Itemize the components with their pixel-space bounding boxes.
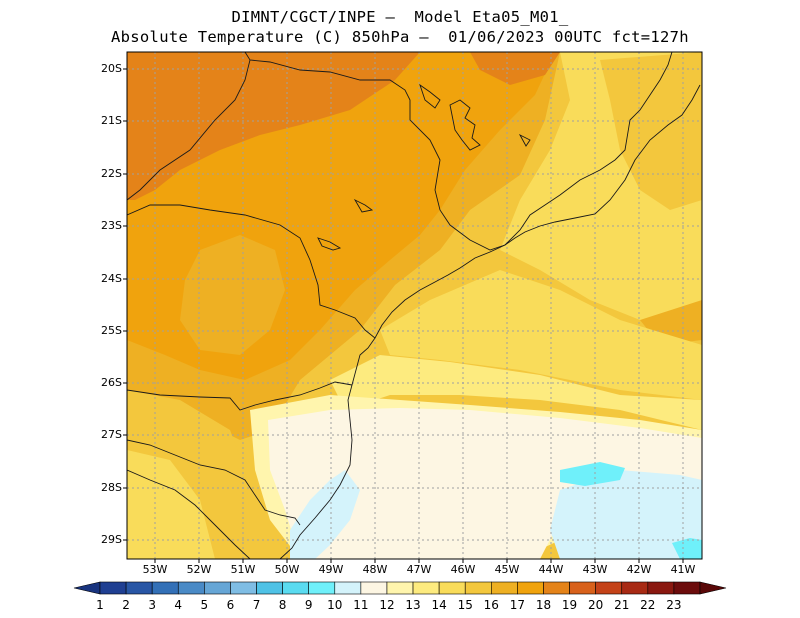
colorbar-label: 7 <box>252 598 261 612</box>
colorbar-label: 5 <box>200 598 209 612</box>
colorbar-swatch <box>386 581 414 595</box>
lat-label: 26S <box>101 376 122 389</box>
lon-label: 42W <box>626 563 652 576</box>
lon-label: 41W <box>670 563 696 576</box>
colorbar-swatch <box>517 581 544 595</box>
lon-label: 51W <box>230 563 256 576</box>
colorbar-swatch <box>647 581 675 595</box>
colorbar-label: 12 <box>379 598 395 612</box>
lat-label: 28S <box>101 481 122 494</box>
lat-label: 22S <box>101 167 122 180</box>
lon-label: 52W <box>186 563 212 576</box>
colorbar-arrow-left <box>73 581 101 595</box>
colorbar-swatch <box>673 581 701 595</box>
colorbar-label: 11 <box>353 598 369 612</box>
lon-label: 43W <box>582 563 608 576</box>
lat-label: 20S <box>101 62 122 75</box>
lon-label: 45W <box>494 563 520 576</box>
colorbar-label: 19 <box>561 598 578 612</box>
lat-label: 23S <box>101 219 122 232</box>
colorbar-label: 17 <box>509 598 526 612</box>
axis-ticks <box>123 68 684 563</box>
lat-label: 21S <box>101 114 122 127</box>
reservoir <box>317 237 342 251</box>
colorbar-swatch <box>334 581 362 595</box>
colorbar-label: 14 <box>431 598 447 612</box>
lat-label: 29S <box>101 533 122 546</box>
lon-label: 48W <box>362 563 388 576</box>
reservoir <box>518 133 531 147</box>
colorbar-swatch <box>230 581 257 595</box>
colorbar-label: 1 <box>96 598 104 612</box>
colorbar-label: 8 <box>278 598 287 612</box>
map-title: DIMNT/CGCT/INPE – Model Eta05_M01_ <box>231 8 569 26</box>
colorbar-label: 10 <box>327 598 343 612</box>
colorbar-label: 23 <box>666 598 682 612</box>
lat-label: 24S <box>101 272 122 285</box>
colorbar-swatch <box>282 581 309 595</box>
colorbar-label: 6 <box>226 598 235 612</box>
colorbar-swatch <box>308 581 336 595</box>
colorbar-swatch <box>204 581 231 595</box>
colorbar-label: 15 <box>457 598 473 612</box>
lon-label: 50W <box>274 563 300 576</box>
colorbar-label: 4 <box>174 598 183 612</box>
state-border-rs-west <box>127 469 251 559</box>
colorbar-swatch <box>177 581 205 595</box>
boundaries <box>127 52 701 559</box>
colorbar-swatch <box>543 581 570 595</box>
colorbar-swatch <box>595 581 623 595</box>
colorbar-swatch <box>125 581 153 595</box>
colorbar-label: 2 <box>122 598 130 612</box>
colorbar-swatch <box>99 581 127 595</box>
map-subtitle: Absolute Temperature (C) 850hPa – 01/06/… <box>111 28 689 46</box>
colorbar <box>73 581 727 595</box>
lat-label: 25S <box>101 324 122 337</box>
state-border-sp-mg <box>244 52 506 251</box>
graticule <box>127 52 702 559</box>
colorbar-swatch <box>256 581 283 595</box>
colorbar-swatch <box>438 581 466 595</box>
colorbar-label: 18 <box>535 598 552 612</box>
colorbar-swatch <box>621 581 649 595</box>
state-border-ms <box>127 59 251 201</box>
state-border-pr-sc <box>127 381 353 411</box>
colorbar-label: 9 <box>304 598 313 612</box>
lat-label: 27S <box>101 428 122 441</box>
colorbar-swatch <box>412 581 440 595</box>
colorbar-label: 3 <box>148 598 156 612</box>
lon-label: 44W <box>538 563 564 576</box>
lon-label: 49W <box>318 563 344 576</box>
colorbar-swatch <box>360 581 388 595</box>
colorbar-label: 22 <box>640 598 656 612</box>
lon-label: 47W <box>406 563 432 576</box>
colorbar-label: 16 <box>483 598 499 612</box>
lon-label: 53W <box>142 563 168 576</box>
state-border-mg-rj <box>504 52 673 246</box>
colorbar-swatch <box>464 581 492 595</box>
colorbar-swatch <box>491 581 518 595</box>
state-border-sc-rs <box>127 439 301 526</box>
reservoir <box>353 198 374 213</box>
colorbar-label: 13 <box>405 598 421 612</box>
coastline <box>279 84 701 559</box>
reservoir <box>419 83 441 109</box>
plot-frame <box>126 51 703 560</box>
colorbar-swatch <box>151 581 179 595</box>
colorbar-arrow-right <box>699 581 727 595</box>
reservoir <box>449 99 481 151</box>
colorbar-label: 21 <box>614 598 630 612</box>
state-border-pr-sp <box>127 204 376 339</box>
colorbar-label: 20 <box>588 598 604 612</box>
lon-label: 46W <box>450 563 476 576</box>
temperature-field <box>127 52 702 559</box>
colorbar-swatch <box>569 581 596 595</box>
